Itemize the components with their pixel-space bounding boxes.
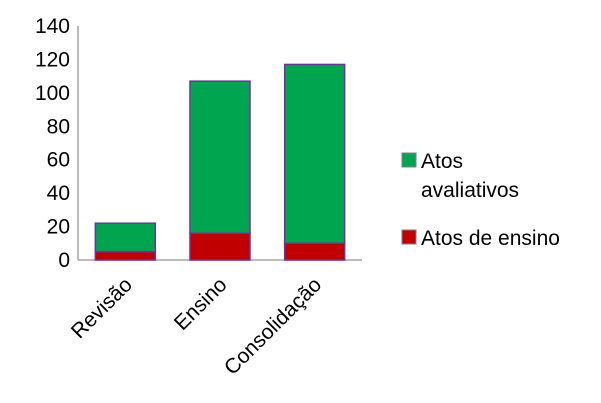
y-tick-label: 120: [35, 48, 70, 71]
y-tick-label: 60: [47, 149, 70, 172]
legend-label: Atos: [421, 150, 463, 173]
legend-label: Atos de ensino: [421, 227, 560, 250]
legend-swatch: [401, 152, 417, 168]
x-category-label: Ensino: [170, 273, 232, 335]
legend: Atos avaliativos Atos de ensino: [401, 150, 560, 250]
bar-segment-atos-de-ensino: [94, 250, 157, 261]
bar-segment-atos-avaliativos: [189, 80, 251, 235]
bar-segment-atos-avaliativos: [283, 63, 346, 245]
legend-label: avaliativos: [421, 179, 519, 202]
bar-segment-atos-avaliativos: [94, 222, 157, 253]
y-tick-label: 20: [47, 216, 70, 239]
x-category-label: Revisão: [67, 273, 137, 343]
y-tick-label: 100: [35, 82, 70, 105]
legend-swatch: [401, 229, 417, 245]
y-tick-label: 80: [47, 115, 70, 138]
bars: [94, 63, 346, 261]
x-category-label: Consolidação: [220, 273, 326, 379]
y-tick-label: 40: [47, 182, 70, 205]
y-tick-label: 0: [58, 249, 70, 272]
bar-segment-atos-de-ensino: [283, 242, 346, 261]
y-tick-label: 140: [35, 15, 70, 38]
bar-segment-atos-de-ensino: [189, 232, 251, 261]
y-axis: 0 20 40 60 80 100 120 140: [35, 15, 79, 272]
